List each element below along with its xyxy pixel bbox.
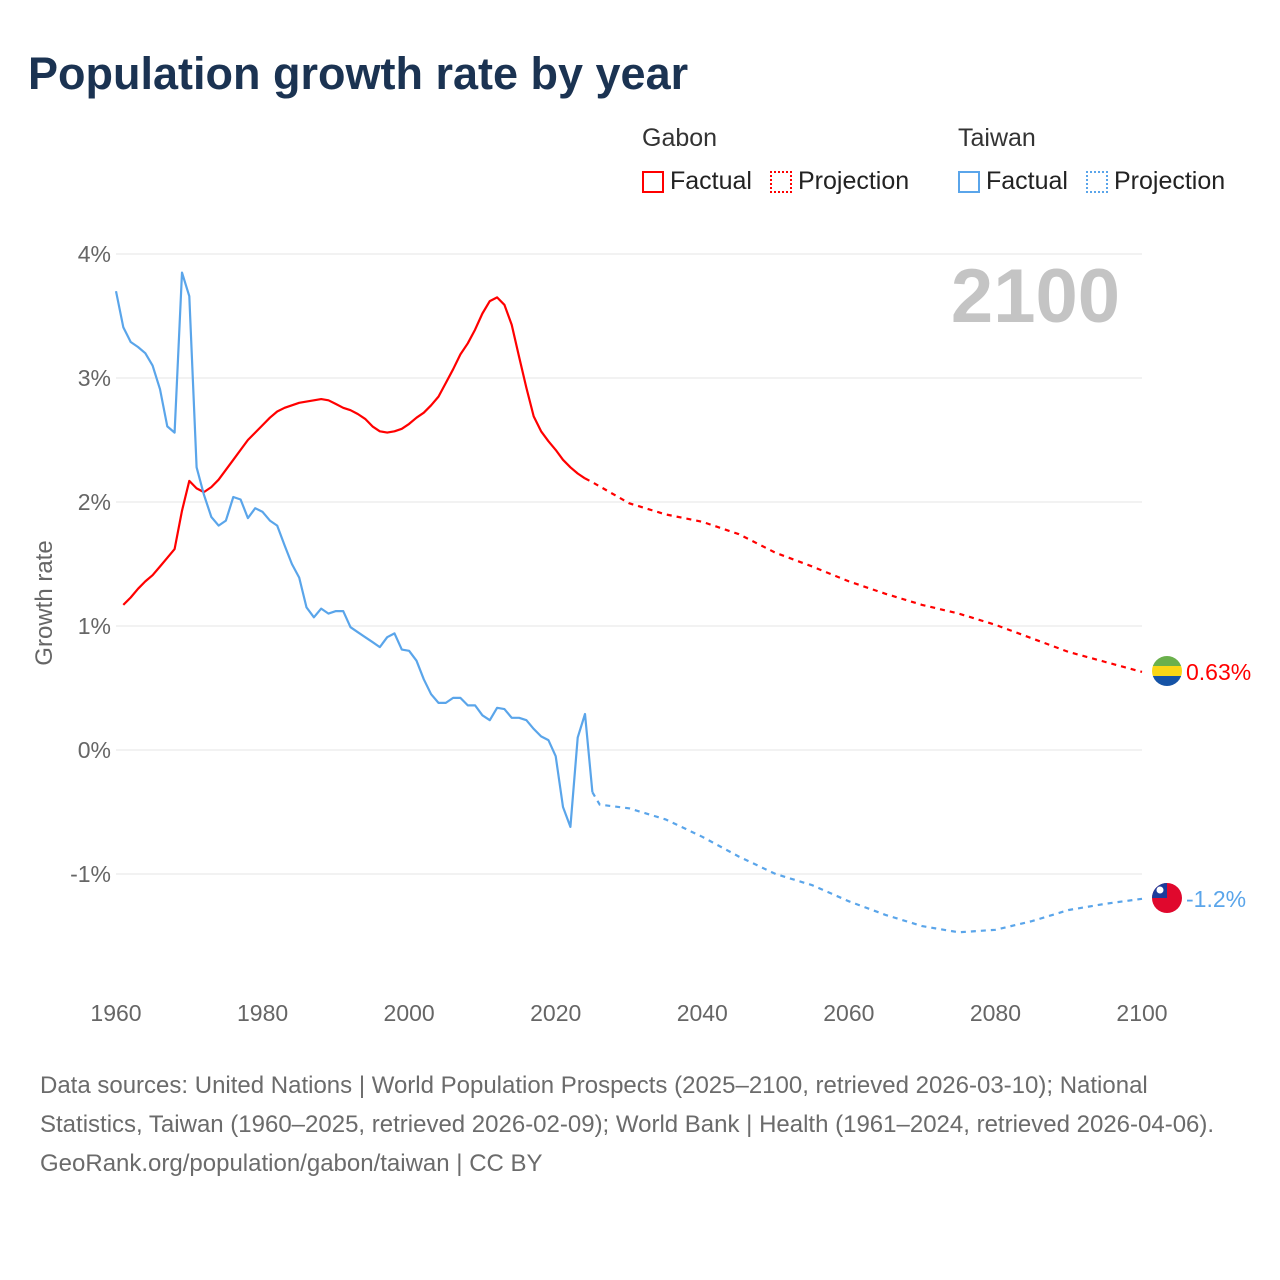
series-lines — [114, 271, 1143, 934]
taiwan-factual-line — [114, 271, 594, 829]
footer: Data sources: United Nations | World Pop… — [40, 1066, 1250, 1183]
gabon-end-label: 0.63% — [1186, 659, 1251, 685]
taiwan-projection-line — [591, 791, 1143, 934]
gabon-flag-icon — [1152, 656, 1182, 686]
x-tick-label: 2080 — [970, 1000, 1021, 1026]
x-tick-label: 1960 — [90, 1000, 141, 1026]
taiwan-flag-icon — [1152, 883, 1182, 913]
x-tick-label: 2100 — [1116, 1000, 1167, 1026]
legend-country-label: Taiwan — [958, 124, 1036, 152]
series-end-markers: 0.63% -1.2% — [1152, 656, 1251, 913]
x-tick-label: 2060 — [823, 1000, 874, 1026]
gabon-projection-line — [584, 477, 1143, 673]
legend-label: Factual — [670, 167, 752, 195]
legend-gabon-projection[interactable]: Projection — [769, 167, 910, 196]
legend-group-gabon: Gabon Factual Projection — [642, 124, 909, 196]
x-tick-label: 2040 — [677, 1000, 728, 1026]
y-tick-label: -1% — [70, 861, 111, 887]
credit-link[interactable]: GeoRank.org/population/gabon/taiwan | CC… — [40, 1150, 543, 1177]
chart-area: 4% 3% 2% 1% 0% -1% 1960 1980 2000 2020 2040 2060 20… — [31, 241, 1251, 1026]
legend-swatch-dotted — [1085, 170, 1108, 193]
chart-title: Population growth rate by year — [28, 48, 689, 99]
data-sources: Data sources: United Nations | World Pop… — [40, 1072, 1215, 1138]
y-axis-label: Growth rate — [31, 540, 58, 665]
grid-lines — [116, 253, 1142, 875]
y-tick-label: 4% — [78, 241, 111, 267]
legend-taiwan-projection[interactable]: Projection — [1085, 167, 1226, 196]
legend-swatch-solid — [642, 170, 664, 193]
legend-group-taiwan: Taiwan Factual Projection — [958, 124, 1225, 196]
x-tick-label: 2020 — [530, 1000, 581, 1026]
taiwan-end-label: -1.2% — [1186, 886, 1246, 912]
legend-swatch-solid — [958, 170, 980, 193]
y-axis: 4% 3% 2% 1% 0% -1% — [70, 241, 111, 887]
legend-label: Factual — [986, 167, 1068, 195]
legend-label: Projection — [1113, 167, 1226, 195]
gabon-factual-line — [122, 296, 586, 606]
year-badge: 2100 — [951, 254, 1120, 339]
legend-label: Projection — [797, 167, 910, 195]
x-tick-label: 1980 — [237, 1000, 288, 1026]
legend-taiwan-factual[interactable]: Factual — [958, 167, 1068, 196]
x-tick-label: 2000 — [384, 1000, 435, 1026]
y-tick-label: 1% — [78, 613, 111, 639]
y-tick-label: 3% — [78, 365, 111, 391]
legend-swatch-dotted — [769, 170, 792, 193]
legend-gabon-factual[interactable]: Factual — [642, 167, 752, 196]
x-axis: 1960 1980 2000 2020 2040 2060 2080 2100 — [90, 1000, 1167, 1026]
y-tick-label: 0% — [78, 737, 111, 763]
legend-country-label: Gabon — [642, 124, 718, 152]
y-tick-label: 2% — [78, 489, 111, 515]
